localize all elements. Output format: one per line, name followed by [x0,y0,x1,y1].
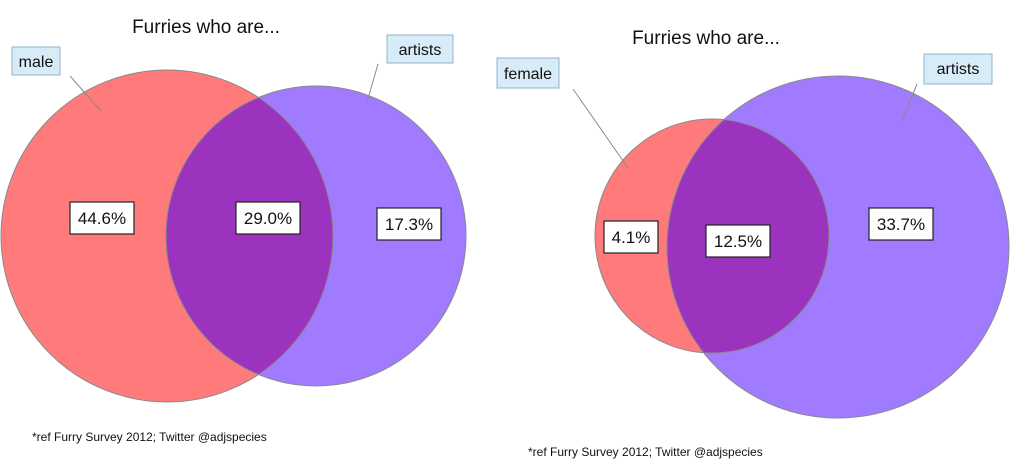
venn-circle-outline-male [0,69,334,403]
value-female-only: 4.1% [612,228,651,247]
value-overlap: 12.5% [714,232,762,251]
set-label-male: male [19,54,54,71]
value-box-overlap [235,201,301,235]
set-label-artists: artists [399,42,442,59]
label-leader-male [69,75,102,112]
value-box-male-only [69,201,135,235]
label-leader-artists [366,63,379,103]
value-male-only: 44.6% [78,209,126,228]
value-artists-only: 33.7% [877,215,925,234]
value-box-overlap [705,224,771,258]
venn-circle-outline-female [594,118,830,354]
set-label-artists: artists [937,61,980,78]
value-box-artists-only [868,207,934,241]
venn-circle-outline-artists [165,85,467,387]
source-note: *ref Furry Survey 2012; Twitter @adjspec… [528,445,763,459]
value-overlap: 29.0% [244,209,292,228]
label-leader-artists [901,83,918,122]
venn-circle-outline-artists [666,75,1010,419]
set-label-tag-female [496,57,560,89]
value-artists-only: 17.3% [385,215,433,234]
venn-diagram-male-artists: Furries who are... male artists 44.6% 29… [0,17,467,444]
value-box-artists-only [376,207,442,241]
venn-diagram-female-artists: Furries who are... female artists 4.1% 1… [496,28,1010,459]
set-label-tag-artists [923,53,993,85]
set-label-tag-artists [386,34,454,64]
source-note: *ref Furry Survey 2012; Twitter @adjspec… [32,430,267,444]
set-label-tag-male [11,46,61,76]
value-box-female-only [603,220,659,254]
set-label-female: female [504,66,552,83]
venn-overlap-region [667,119,829,353]
diagram-title: Furries who are... [132,17,280,38]
diagram-title: Furries who are... [632,28,780,49]
label-leader-female [572,88,629,169]
venn-overlap-region [166,86,333,386]
